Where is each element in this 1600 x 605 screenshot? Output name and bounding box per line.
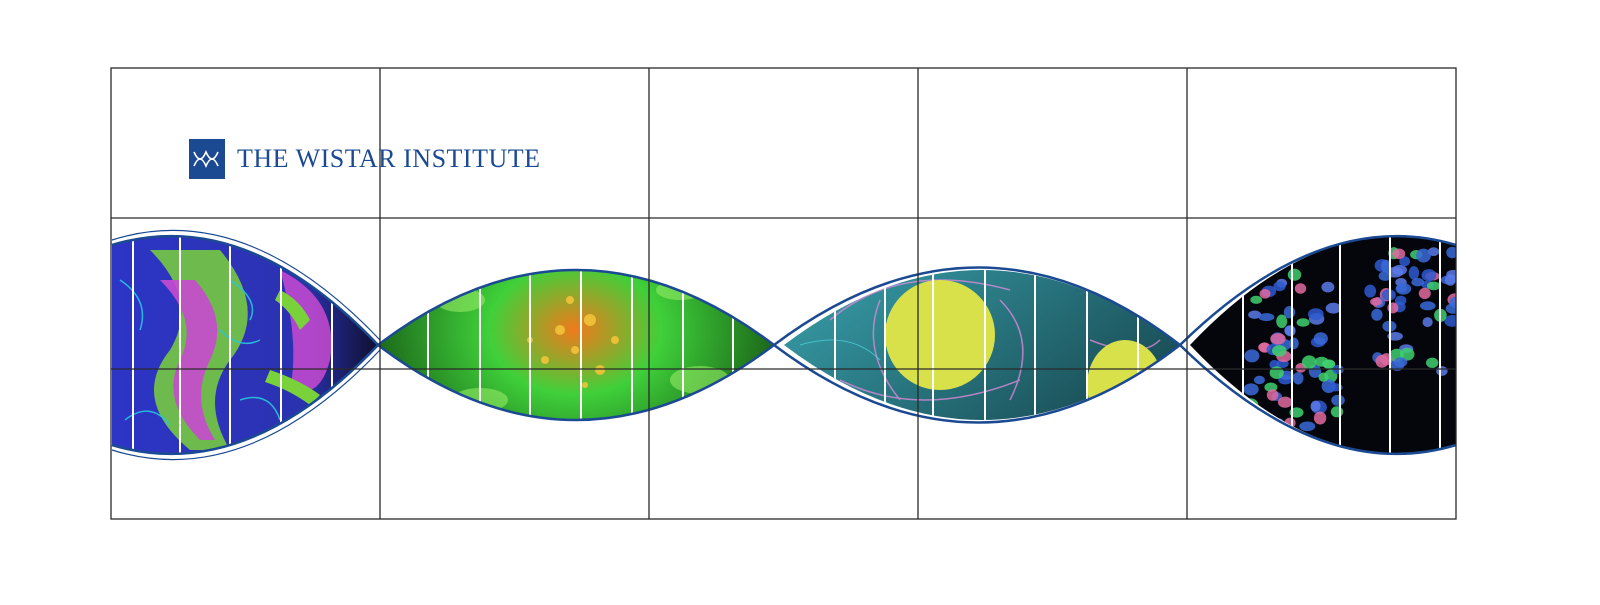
cell-panel-2	[378, 270, 774, 420]
double-helix-icon	[189, 139, 225, 179]
cell-panel-4	[1190, 236, 1456, 454]
helix-outline	[111, 229, 1457, 461]
wistar-logo: THE WISTAR INSTITUTE	[189, 139, 541, 179]
cell-panel-1	[112, 236, 378, 454]
grid-lines	[110, 67, 1457, 520]
logo-wordmark: THE WISTAR INSTITUTE	[237, 144, 541, 173]
